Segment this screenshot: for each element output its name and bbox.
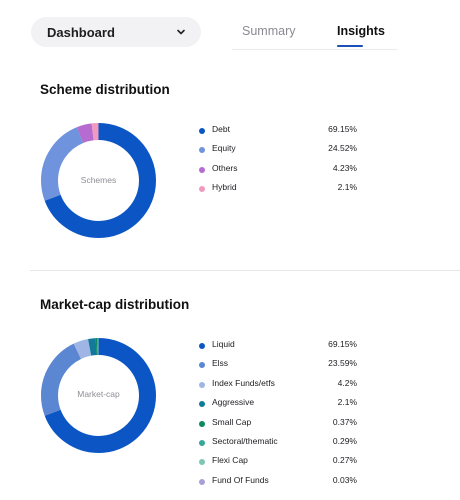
scheme-legend-item: Hybrid 2.1% (199, 182, 359, 196)
legend-color-dot (199, 401, 205, 408)
legend-color-dot (199, 166, 205, 173)
tabs-divider (232, 49, 398, 50)
marketcap-legend-item: Elss 23.59% (199, 358, 359, 372)
marketcap-slice-flexi-cap (41, 338, 156, 453)
legend-label: Flexi Cap (212, 455, 248, 466)
legend-percentage: 23.59% (328, 358, 357, 369)
chevron-down-icon (177, 29, 185, 35)
scheme-center-label: Schemes (80, 175, 117, 185)
legend-percentage: 24.52% (328, 143, 357, 154)
legend-label: Hybrid (212, 182, 237, 193)
dashboard-dropdown[interactable]: Dashboard (31, 17, 201, 47)
scheme-donut-svg (41, 123, 156, 238)
marketcap-legend-item: Small Cap 0.37% (199, 417, 359, 431)
legend-color-dot (199, 478, 205, 485)
legend-percentage: 0.37% (332, 416, 357, 427)
legend-color-dot (199, 420, 205, 427)
tab-summary[interactable]: Summary (242, 24, 296, 38)
marketcap-slice-elss (41, 338, 156, 453)
legend-color-dot (199, 459, 205, 466)
marketcap-legend-item: Liquid 69.15% (199, 339, 359, 353)
view-tabs: Summary Insights (232, 17, 398, 50)
scheme-slice-equity (41, 123, 156, 238)
scheme-legend-item: Others 4.23% (199, 163, 359, 177)
legend-percentage: 0.27% (332, 455, 357, 466)
scheme-section-title: Scheme distribution (40, 82, 170, 97)
scheme-legend-item: Equity 24.52% (199, 143, 359, 157)
tab-insights[interactable]: Insights (337, 24, 385, 38)
legend-percentage: 2.1% (337, 182, 357, 193)
scheme-slice-hybrid (41, 123, 156, 238)
scheme-donut-chart: Schemes (40, 122, 157, 239)
legend-percentage: 4.2% (337, 377, 357, 388)
legend-label: Fund Of Funds (212, 474, 269, 485)
legend-label: Debt (212, 124, 230, 134)
marketcap-legend-item: Flexi Cap 0.27% (199, 455, 359, 469)
legend-label: Liquid (212, 339, 235, 349)
legend-label: Others (212, 162, 238, 173)
scheme-legend-item: Debt 69.15% (199, 124, 359, 138)
legend-label: Sectoral/thematic (212, 436, 278, 446)
legend-color-dot (199, 147, 205, 154)
marketcap-legend-item: Fund Of Funds 0.03% (199, 475, 359, 489)
section-divider (30, 270, 460, 271)
legend-percentage: 0.29% (332, 436, 357, 446)
legend-percentage: 4.23% (332, 162, 357, 173)
marketcap-center-label: Market-cap (77, 389, 120, 399)
marketcap-legend-item: Aggressive 2.1% (199, 397, 359, 411)
legend-color-dot (199, 128, 205, 134)
dropdown-label: Dashboard (47, 24, 115, 40)
marketcap-donut-chart: Market-cap (40, 337, 157, 454)
legend-percentage: 69.15% (328, 124, 357, 134)
legend-color-dot (199, 440, 205, 446)
marketcap-donut-svg (41, 338, 156, 453)
legend-color-dot (199, 381, 205, 388)
legend-label: Aggressive (212, 397, 255, 408)
marketcap-legend-item: Index Funds/etfs 4.2% (199, 378, 359, 392)
active-tab-indicator (337, 45, 363, 47)
legend-percentage: 2.1% (337, 397, 357, 408)
legend-label: Equity (212, 143, 236, 154)
legend-color-dot (199, 362, 205, 369)
legend-label: Small Cap (212, 416, 252, 427)
legend-percentage: 0.03% (332, 474, 357, 485)
legend-label: Index Funds/etfs (212, 377, 275, 388)
legend-label: Elss (212, 358, 229, 369)
marketcap-legend-item: Sectoral/thematic 0.29% (199, 436, 359, 450)
legend-color-dot (199, 343, 205, 349)
legend-percentage: 69.15% (328, 339, 357, 349)
marketcap-section-title: Market-cap distribution (40, 297, 190, 312)
legend-color-dot (199, 186, 205, 193)
